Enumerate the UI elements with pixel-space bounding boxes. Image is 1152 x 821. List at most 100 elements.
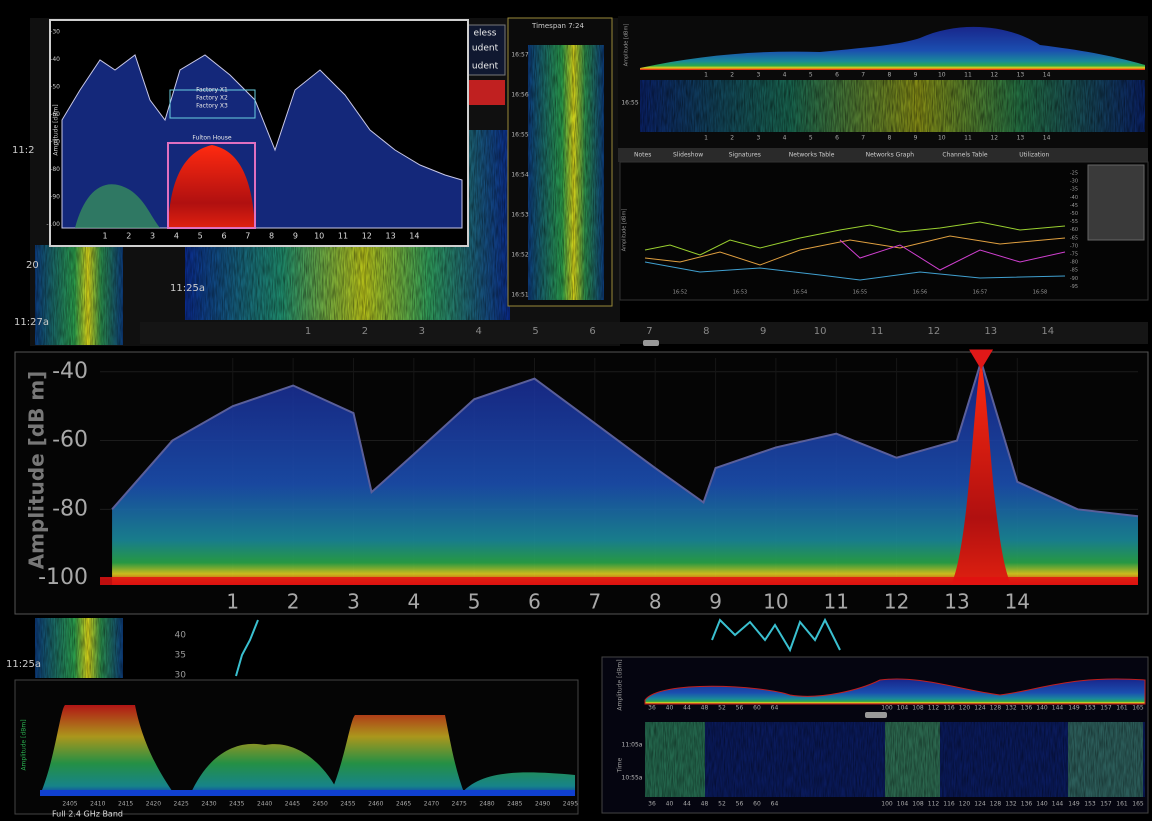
x-tick-label: 2420 [146,801,161,808]
x-tick-label: 2460 [368,801,383,808]
x-tick-label: 44 [683,801,691,808]
y-tick-label: -60 [50,111,60,118]
x-tick-label: 149 [1068,801,1080,808]
x-tick-label: 2465 [396,801,411,808]
band5-spectrum [644,678,1146,705]
x-tick-label: 108 [912,705,924,712]
trace [711,617,841,653]
x-tick-label: 9 [914,135,918,142]
y-tick-label: -90 [1070,276,1078,282]
band24-density [40,705,575,795]
tab[interactable]: Signatures [729,152,761,159]
y-tick-label: -90 [50,194,60,201]
x-tick-label: 6 [589,326,595,337]
x-tick-label: 5 [198,232,203,241]
x-tick-label: 40 [666,705,674,712]
y-tick-label: -60 [1070,227,1078,233]
x-tick-label: 12 [884,590,909,614]
y-tick-label: -35 [1070,187,1078,193]
network-line [839,239,1066,271]
x-tick-label: 1 [704,72,708,79]
time-label: 16:51 [511,292,528,299]
y-axis-label: Time [617,757,624,773]
time-label: 11:05a [622,742,643,749]
y-tick-label: -40 [52,359,88,384]
x-tick-label: 120 [959,705,971,712]
waterfall-noise [35,618,123,678]
x-tick-label: 36 [648,705,656,712]
x-tick-label: 2490 [535,801,550,808]
x-tick-label: 4 [476,326,482,337]
y-axis-label: Amplitude [dBm] [53,104,60,155]
tab[interactable]: Slideshow [673,152,703,159]
x-tick-label: 5 [809,135,813,142]
x-tick-label: 48 [701,801,709,808]
x-tick-label: 124 [974,801,986,808]
tab[interactable]: Notes [634,152,651,159]
x-tick-label: 12 [990,135,998,142]
x-tick-label: 140 [1036,801,1048,808]
x-tick-label: 2435 [229,801,244,808]
time-label: 11:25a [6,659,41,670]
x-tick-label: 56 [736,705,744,712]
x-tick-label: 112 [928,801,940,808]
time-label: 11:2 [12,145,34,156]
x-tick-label: 14 [1041,326,1054,337]
tab[interactable]: Networks Graph [866,152,915,159]
time-label: 11:25a [170,283,205,294]
x-tick-label: 9 [914,72,918,79]
network-label: Fulton House [192,135,231,142]
x-tick-label: 9 [760,326,766,337]
network-line [644,221,1066,256]
x-tick-label: 144 [1052,801,1064,808]
x-tick-label: 8 [887,135,891,142]
x-tick-label: 44 [683,705,691,712]
tab[interactable]: Channels Table [942,152,987,159]
x-tick-label: 6 [835,72,839,79]
network-label: Factory X2 [196,95,228,102]
tab[interactable]: Networks Table [789,152,835,159]
x-tick-label: 2405 [62,801,77,808]
y-axis-label: Amplitude [dBm] [622,209,628,252]
x-tick-label: 9 [293,232,298,241]
tab[interactable]: Utilization [1019,152,1049,159]
x-tick-label: 4 [174,232,179,241]
x-tick-label: 10 [763,590,788,614]
x-tick-label: 2495 [563,801,578,808]
x-tick-label: 128 [990,705,1002,712]
network-label: Factory X1 [196,87,228,94]
x-tick-label: 136 [1021,801,1033,808]
x-tick-label: 8 [703,326,709,337]
x-tick-label: 12 [990,72,998,79]
tab-stack [462,24,506,76]
x-tick-label: 165 [1132,801,1144,808]
x-tick-label: 144 [1052,705,1064,712]
x-tick-label: 153 [1084,801,1096,808]
x-tick-label: 3 [150,232,155,241]
mini-spectrum [463,80,505,105]
network-box [169,89,256,119]
time-label: 16:56 [511,92,528,99]
y-tick-label: -45 [1070,203,1078,209]
y-tick-label: -50 [1070,211,1078,217]
x-tick-label: 2 [730,135,734,142]
x-tick-label: 48 [701,705,709,712]
y-tick-label: -25 [1070,171,1078,177]
tab-label: udent [472,44,499,54]
network-line [644,261,1066,281]
splitter [865,712,887,718]
time-label: 16:56 [913,290,927,296]
x-tick-label: 2410 [90,801,105,808]
x-tick-label: 157 [1100,705,1112,712]
x-tick-label: 4 [783,72,787,79]
x-tick-label: 3 [756,72,760,79]
x-tick-label: 36 [648,801,656,808]
x-tick-label: 2 [362,326,368,337]
x-tick-label: 112 [928,705,940,712]
time-label: 16:55 [853,290,867,296]
x-tick-label: 3 [347,590,360,614]
x-tick-label: 2 [126,232,131,241]
x-tick-label: 132 [1005,705,1017,712]
x-tick-label: 2440 [257,801,272,808]
x-tick-label: 2445 [285,801,300,808]
